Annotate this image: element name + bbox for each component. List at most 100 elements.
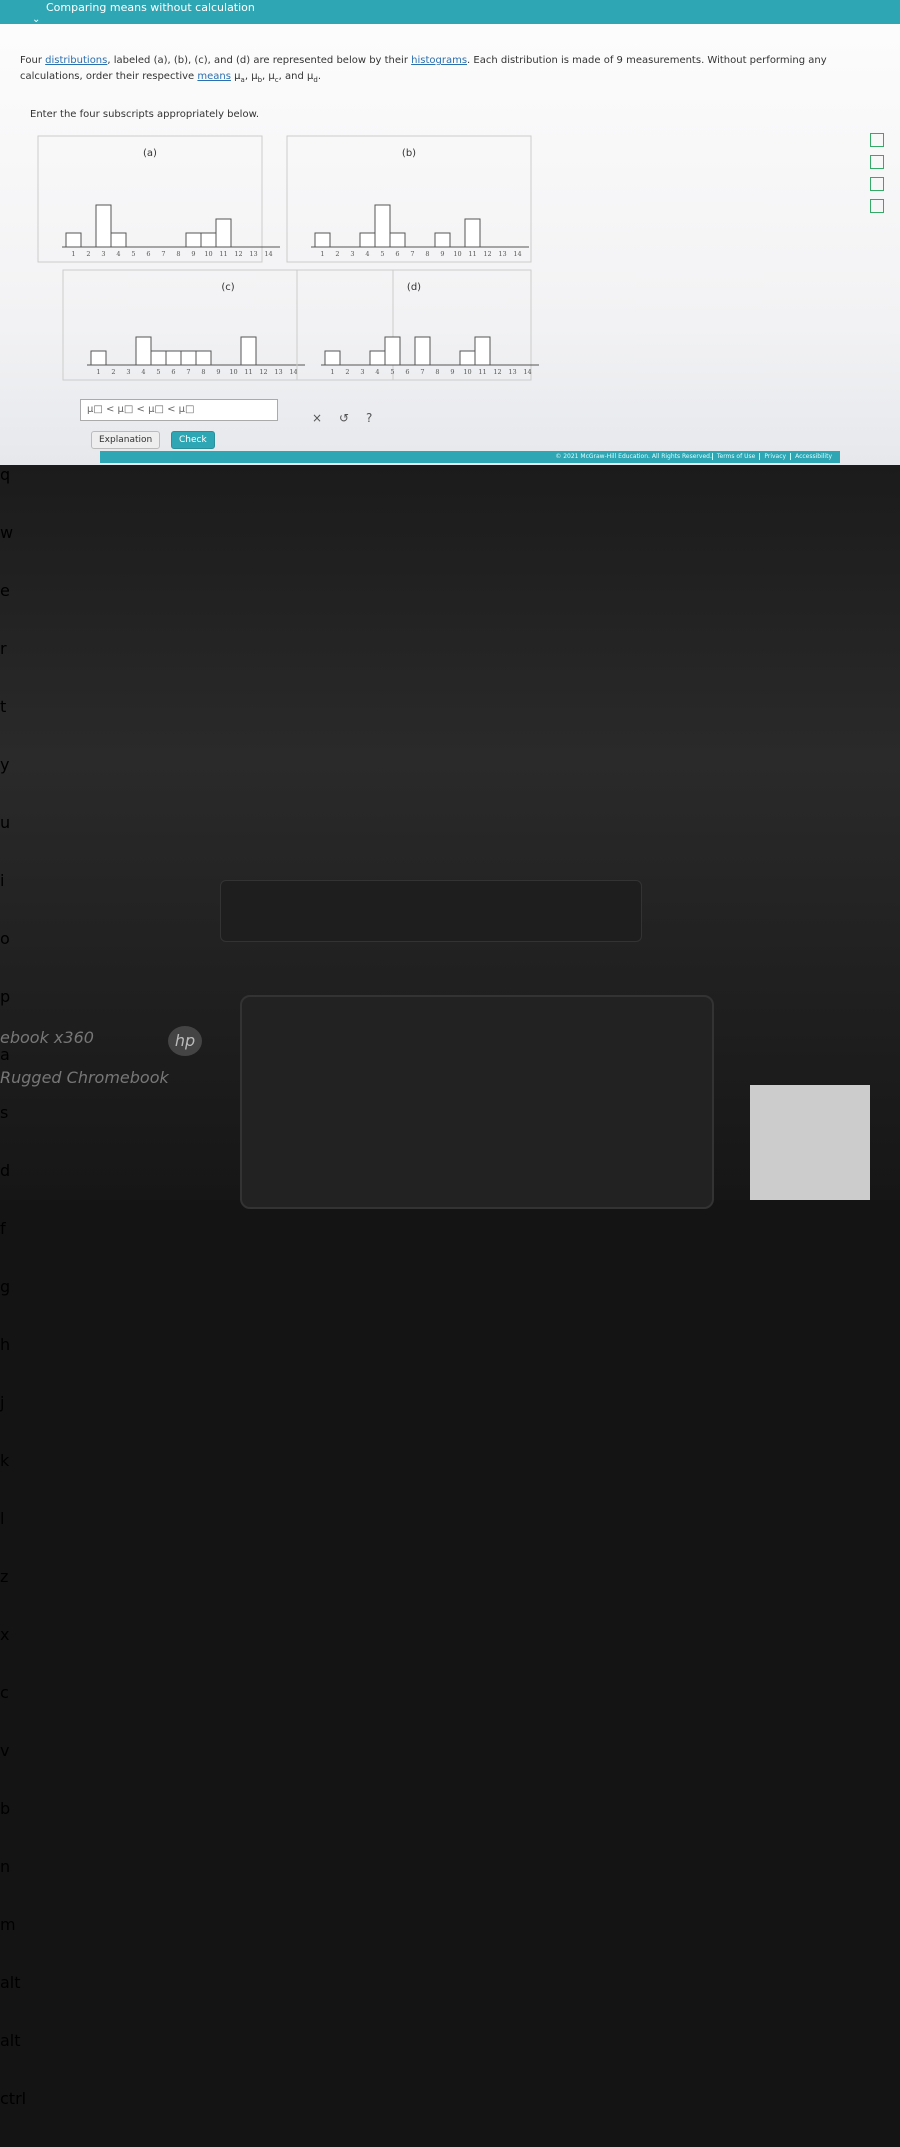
key[interactable]: s <box>0 1103 9 1122</box>
histogram-bar <box>384 336 401 366</box>
separator: . <box>317 71 321 82</box>
key[interactable]: i <box>0 871 5 890</box>
footer-link[interactable]: Accessibility <box>790 453 836 460</box>
side-icon[interactable] <box>870 133 884 147</box>
x-tick-label: 13 <box>498 250 506 258</box>
key[interactable]: f <box>0 1219 6 1238</box>
histogram-label: (d) <box>407 282 421 293</box>
tool-icon[interactable]: × <box>312 411 322 425</box>
x-tick-label: 7 <box>420 368 424 376</box>
x-tick-label: 3 <box>360 368 364 376</box>
key[interactable]: l <box>0 1509 5 1528</box>
x-tick-label: 3 <box>126 368 130 376</box>
histogram-bar <box>200 232 217 248</box>
side-icon[interactable] <box>870 177 884 191</box>
key[interactable]: alt <box>0 1973 21 1992</box>
x-tick-label: 5 <box>131 250 135 258</box>
histogram-panel <box>62 269 394 381</box>
histogram-bar <box>195 350 212 366</box>
x-tick-label: 1 <box>71 250 75 258</box>
x-tick-label: 14 <box>289 368 297 376</box>
key[interactable]: w <box>0 523 14 542</box>
histogram-bar <box>165 350 182 366</box>
x-tick-label: 7 <box>410 250 414 258</box>
key[interactable]: e <box>0 581 10 600</box>
key[interactable]: r <box>0 639 7 658</box>
histogram-bar <box>464 218 481 248</box>
histogram-label: (a) <box>143 148 157 159</box>
x-tick-label: 11 <box>219 250 227 258</box>
x-tick-label: 12 <box>483 250 491 258</box>
copyright: © 2021 McGraw-Hill Education. All Rights… <box>555 453 712 460</box>
x-tick-label: 2 <box>86 250 90 258</box>
key[interactable]: a <box>0 1045 10 1064</box>
histogram-bar <box>314 232 331 248</box>
footer-link[interactable]: Terms of Use <box>711 453 760 460</box>
key[interactable]: p <box>0 987 11 1006</box>
x-tick-label: 10 <box>463 368 471 376</box>
x-tick-label: 12 <box>234 250 242 258</box>
laptop-model: ebook x360 <box>0 1028 94 1047</box>
x-tick-label: 12 <box>493 368 501 376</box>
footer-link[interactable]: Privacy <box>759 453 791 460</box>
side-icon[interactable] <box>870 155 884 169</box>
key[interactable]: g <box>0 1277 11 1296</box>
key[interactable]: y <box>0 755 10 774</box>
key[interactable]: o <box>0 929 10 948</box>
answer-input[interactable]: μ□ < μ□ < μ□ < μ□ <box>80 399 278 421</box>
link[interactable]: histograms <box>411 55 468 66</box>
key[interactable]: j <box>0 1393 5 1412</box>
mean-symbol: μ <box>234 71 241 82</box>
histogram-label: (c) <box>221 282 234 293</box>
key[interactable]: n <box>0 1857 11 1876</box>
key[interactable]: q <box>0 465 11 484</box>
histogram-bar <box>135 336 152 366</box>
key[interactable]: x <box>0 1625 10 1644</box>
separator: , <box>262 71 269 82</box>
link[interactable]: means <box>197 71 231 82</box>
tool-icon[interactable]: ↺ <box>339 411 349 425</box>
x-tick-label: 1 <box>96 368 100 376</box>
link[interactable]: distributions <box>45 55 108 66</box>
key[interactable]: d <box>0 1161 11 1180</box>
key[interactable]: c <box>0 1683 9 1702</box>
x-tick-label: 10 <box>204 250 212 258</box>
key[interactable]: h <box>0 1335 11 1354</box>
histogram-bar <box>150 350 167 366</box>
key[interactable]: t <box>0 697 7 716</box>
key[interactable]: v <box>0 1741 10 1760</box>
x-tick-label: 2 <box>111 368 115 376</box>
histogram-bar <box>414 336 431 366</box>
key[interactable]: u <box>0 813 11 832</box>
qr-sticker <box>750 1085 870 1200</box>
x-tick-label: 13 <box>274 368 282 376</box>
key[interactable]: k <box>0 1451 10 1470</box>
histogram-bar <box>369 350 386 366</box>
tool-icon[interactable]: ? <box>366 411 372 425</box>
x-tick-label: 5 <box>156 368 160 376</box>
side-icon[interactable] <box>870 199 884 213</box>
key[interactable]: m <box>0 1915 16 1934</box>
x-tick-label: 6 <box>146 250 150 258</box>
hp-logo: hp <box>168 1026 202 1056</box>
mean-subscript: a <box>240 76 245 84</box>
key[interactable]: alt <box>0 2031 21 2050</box>
key[interactable]: ctrl <box>0 2089 27 2108</box>
x-tick-label: 7 <box>161 250 165 258</box>
x-tick-label: 8 <box>425 250 429 258</box>
key[interactable]: z <box>0 1567 9 1586</box>
histogram-bar <box>389 232 406 248</box>
question-text: Four <box>20 55 46 66</box>
x-tick-label: 11 <box>468 250 476 258</box>
x-tick-label: 4 <box>365 250 369 258</box>
mean-subscript: b <box>257 76 263 84</box>
key[interactable]: b <box>0 1799 11 1818</box>
x-tick-label: 9 <box>216 368 220 376</box>
x-tick-label: 3 <box>101 250 105 258</box>
histogram-bar <box>215 218 232 248</box>
explanation-button[interactable]: Explanation <box>91 431 161 449</box>
x-tick-label: 4 <box>141 368 145 376</box>
x-tick-label: 6 <box>405 368 409 376</box>
collapse-icon[interactable]: ⌄ <box>32 14 41 25</box>
check-button[interactable]: Check <box>171 431 215 449</box>
